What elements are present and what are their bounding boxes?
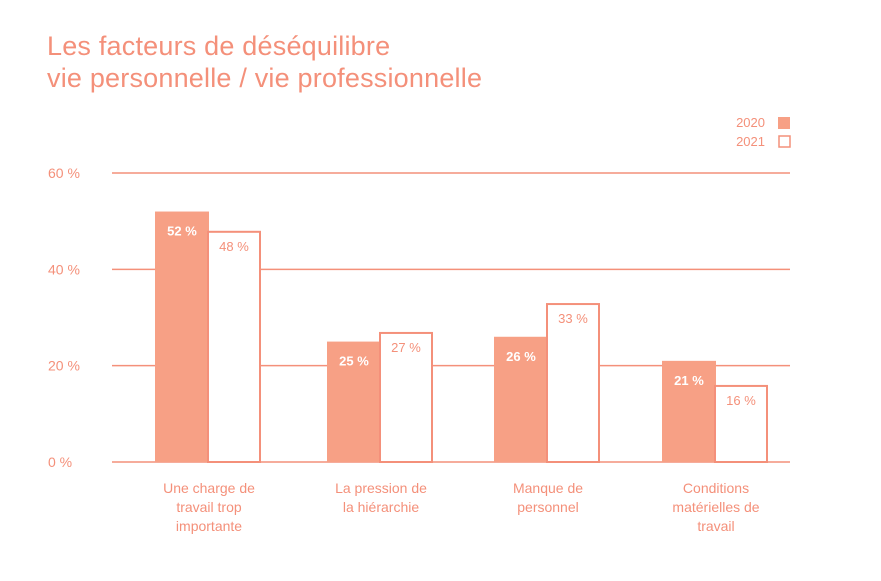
category-label: travail trop <box>176 499 242 515</box>
category-label: travail <box>697 518 734 534</box>
legend-swatch-2021 <box>778 135 791 148</box>
y-tick-label: 20 % <box>48 358 80 374</box>
chart-title-line-2: vie personnelle / vie professionnelle <box>47 63 483 93</box>
legend-label-2021: 2021 <box>736 134 765 149</box>
data-label-2020: 26 % <box>506 349 536 364</box>
category-label: La pression de <box>335 480 427 496</box>
data-label-2021: 48 % <box>219 239 249 254</box>
bar-2021 <box>207 230 261 463</box>
chart-title: Les facteurs de déséquilibre vie personn… <box>47 30 482 94</box>
bar-2021 <box>546 303 600 463</box>
category-label: Une charge de <box>163 480 255 496</box>
data-label-2021: 16 % <box>726 393 756 408</box>
bar-2020 <box>155 211 209 462</box>
category-label: Conditions <box>683 480 749 496</box>
data-label-2021: 33 % <box>558 311 588 326</box>
category-label: Manque de <box>513 480 583 496</box>
bar-2020 <box>494 336 548 462</box>
data-label-2020: 21 % <box>674 373 704 388</box>
bar-2020 <box>662 360 716 462</box>
y-tick-label: 40 % <box>48 261 80 277</box>
y-tick-label: 0 % <box>48 454 72 470</box>
category-label: personnel <box>517 499 579 515</box>
legend-swatch-2020 <box>778 117 790 129</box>
bar-2020 <box>327 341 381 462</box>
bar-2021 <box>379 331 433 464</box>
data-label-2021: 27 % <box>391 340 421 355</box>
y-tick-label: 60 % <box>48 165 80 181</box>
category-label: matérielles de <box>672 499 759 515</box>
legend-label-2020: 2020 <box>736 115 765 130</box>
category-label: importante <box>176 518 242 534</box>
data-label-2020: 52 % <box>167 224 197 239</box>
bar-2021 <box>714 384 768 463</box>
data-label-2020: 25 % <box>339 354 369 369</box>
chart-title-line-1: Les facteurs de déséquilibre <box>47 31 391 61</box>
category-label: la hiérarchie <box>343 499 419 515</box>
